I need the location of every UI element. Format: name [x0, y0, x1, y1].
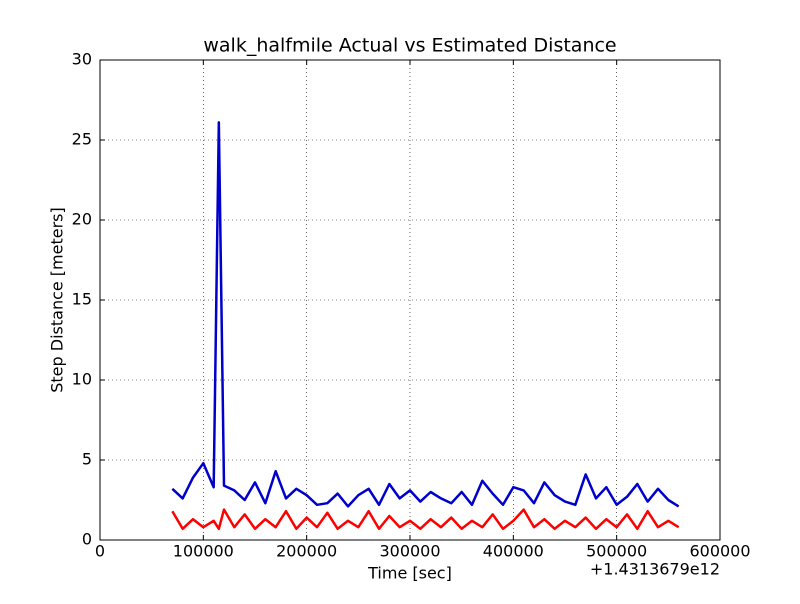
x-tick-label: 500000 [586, 542, 647, 561]
x-tick-label: 100000 [173, 542, 234, 561]
data-line [171, 121, 680, 508]
y-tick-label: 10 [72, 370, 92, 389]
y-tick-label: 25 [72, 130, 92, 149]
y-tick-label: 5 [82, 450, 92, 469]
y-tick-label: 20 [72, 210, 92, 229]
plot-frame [99, 59, 721, 541]
y-axis-label: Step Distance [meters] [48, 207, 67, 393]
chart-title: walk_halfmile Actual vs Estimated Distan… [203, 35, 616, 57]
x-tick-label: 300000 [379, 542, 440, 561]
x-tick-label: 600000 [689, 542, 750, 561]
x-tick-label: 400000 [483, 542, 544, 561]
y-tick-label: 0 [82, 530, 92, 549]
y-tick-label: 15 [72, 290, 92, 309]
x-offset-label: +1.4313679e12 [590, 560, 720, 579]
y-tick-label: 30 [72, 50, 92, 69]
x-tick-label: 200000 [276, 542, 337, 561]
data-line [171, 508, 680, 531]
x-tick-label: 0 [95, 542, 105, 561]
x-axis-label: Time [sec] [367, 564, 452, 583]
